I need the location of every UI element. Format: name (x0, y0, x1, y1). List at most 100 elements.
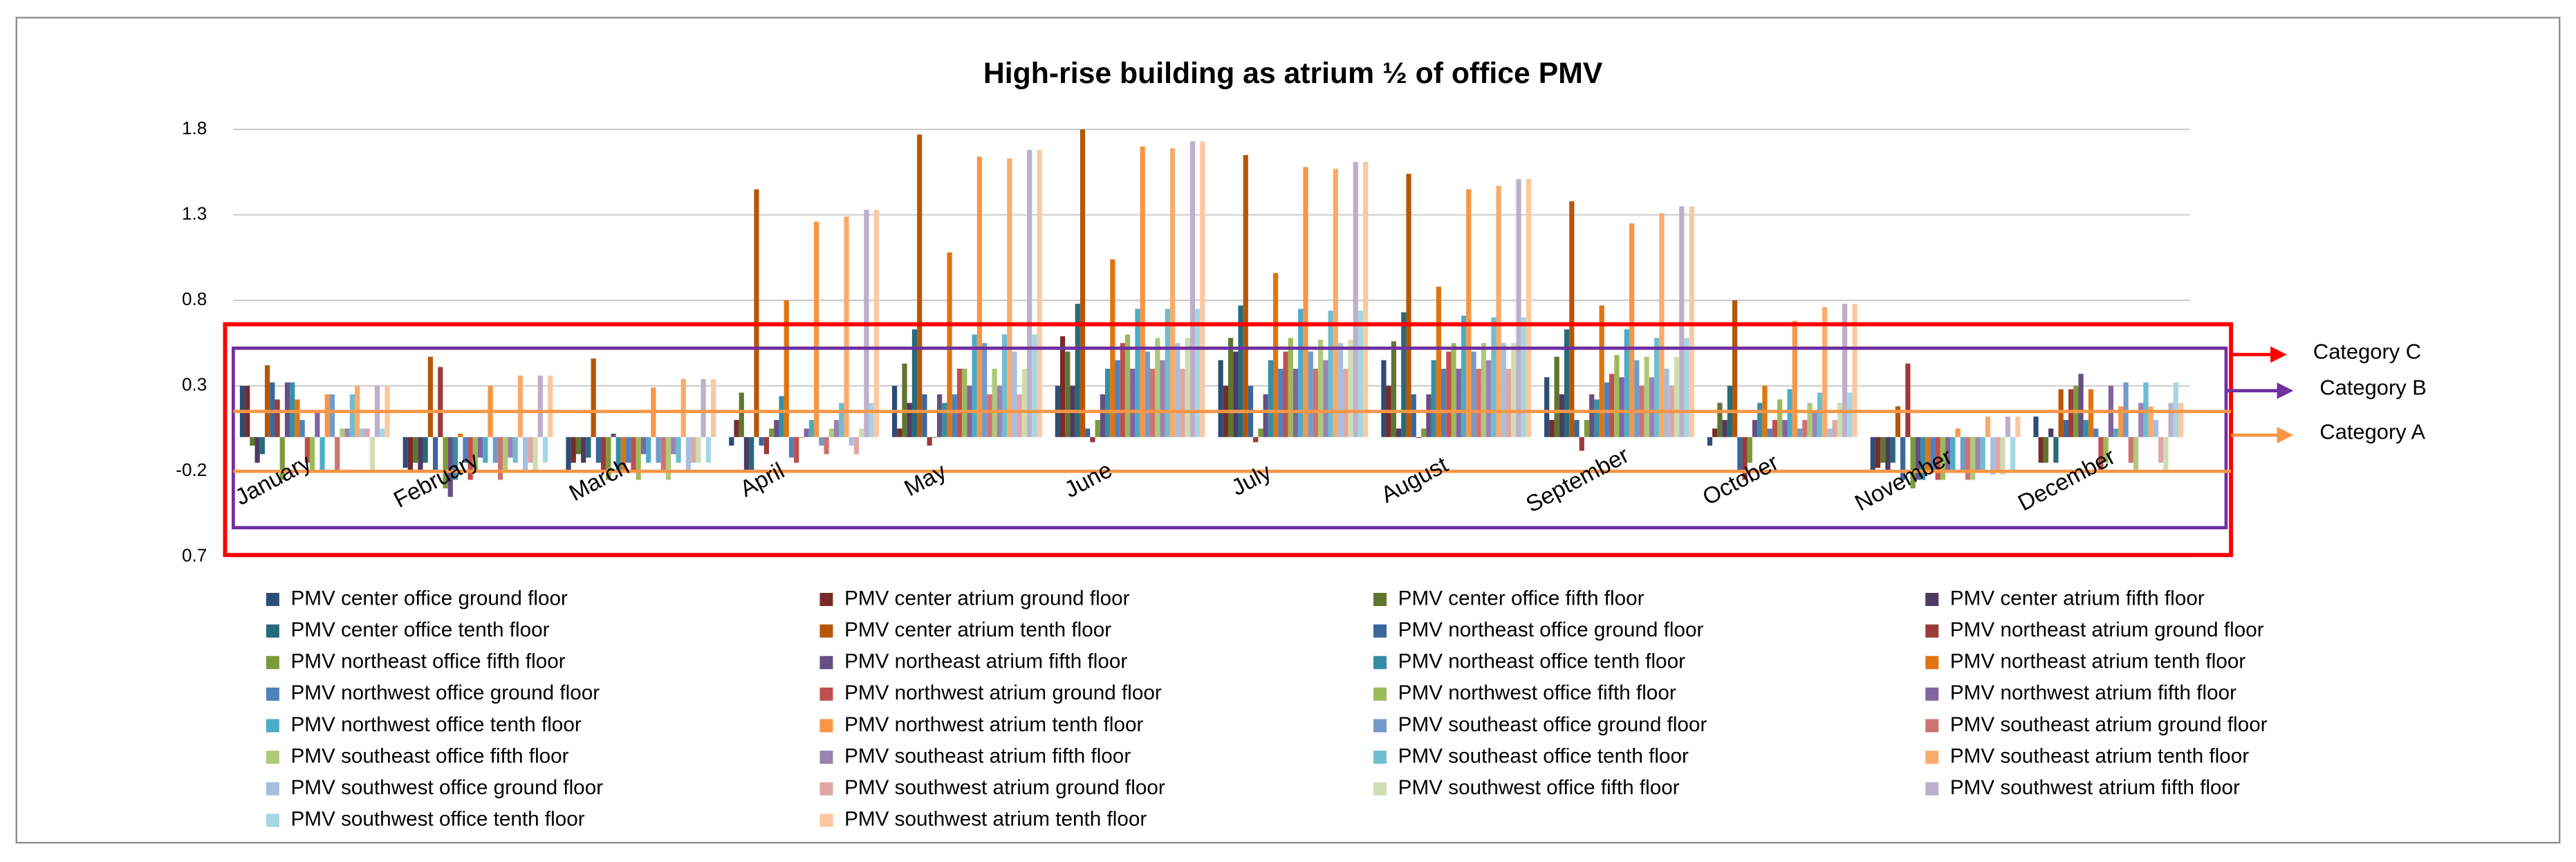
bar (1135, 309, 1140, 437)
legend-swatch (1373, 719, 1387, 733)
bar (512, 437, 518, 463)
bar (1175, 342, 1180, 437)
bar (1337, 342, 1344, 437)
legend-swatch (819, 782, 833, 796)
bar (1559, 394, 1565, 437)
bar (2068, 389, 2074, 437)
bar (1930, 437, 1936, 472)
bar (503, 437, 508, 472)
bar (1017, 394, 1022, 437)
bar (2093, 428, 2099, 437)
legend-swatch (1373, 656, 1387, 670)
bar (1905, 363, 1911, 437)
bar (1970, 437, 1976, 480)
bar (1200, 141, 1205, 437)
bar (734, 420, 739, 437)
bar (2098, 437, 2104, 472)
bar (319, 437, 325, 472)
bar (1065, 351, 1071, 437)
bar (1100, 394, 1106, 437)
legend-label: PMV northwest atrium fifth floor (1950, 681, 2236, 704)
bar (2083, 420, 2088, 437)
bar (754, 189, 759, 437)
bar (1396, 428, 1402, 437)
bar (799, 437, 804, 438)
bar (250, 437, 255, 446)
legend-label: PMV center atrium fifth floor (1950, 587, 2205, 609)
bar (1313, 368, 1319, 437)
bar (808, 420, 815, 437)
bar (315, 411, 320, 437)
band-label: Category C (2313, 339, 2421, 363)
bar (1328, 310, 1333, 437)
bar (1807, 403, 1813, 437)
bar (1381, 360, 1387, 437)
bar (1945, 437, 1951, 472)
bar (1579, 437, 1584, 451)
bar (1965, 437, 1971, 480)
bar (2053, 437, 2059, 463)
bar (1461, 315, 1467, 437)
bar (1481, 342, 1487, 437)
bar (2103, 437, 2109, 463)
legend-label: PMV center office ground floor (290, 587, 568, 609)
bar (691, 437, 696, 463)
bar (1124, 334, 1131, 437)
bar (1095, 420, 1100, 437)
legend-label: PMV southwest atrium fifth floor (1950, 776, 2240, 799)
bar (1752, 420, 1758, 437)
bar (1895, 406, 1901, 437)
bar (1549, 420, 1555, 437)
bar (1772, 420, 1778, 437)
bar (620, 437, 627, 472)
bar (1885, 437, 1891, 472)
bar (1185, 338, 1190, 437)
bar (517, 375, 523, 437)
bar (839, 403, 844, 437)
bar (1308, 351, 1313, 437)
bar (1007, 158, 1012, 437)
bar (685, 437, 692, 472)
bar (1812, 411, 1817, 437)
bar (794, 437, 799, 463)
bar (1554, 356, 1559, 437)
bar (1421, 428, 1427, 437)
bar (819, 437, 824, 446)
bar (423, 437, 428, 463)
y-tick-label: 0.8 (182, 288, 207, 309)
bar (768, 428, 775, 437)
bar (1654, 338, 1660, 437)
bar (1085, 428, 1091, 437)
bar (364, 428, 370, 437)
bar (947, 252, 952, 437)
bar (1218, 360, 1223, 437)
bar (680, 378, 686, 437)
bar (427, 356, 433, 437)
bar (360, 428, 365, 437)
bar (1353, 162, 1358, 437)
legend-label: PMV northeast atrium ground floor (1950, 618, 2264, 641)
bar (844, 217, 849, 437)
bar (542, 437, 548, 463)
legend-swatch (1373, 751, 1387, 764)
band-label: Category B (2319, 376, 2426, 400)
bar (1644, 356, 1649, 437)
bar (1169, 148, 1176, 437)
bar (1416, 437, 1422, 438)
legend-swatch (819, 719, 833, 733)
bar (259, 437, 265, 455)
bar (2010, 437, 2016, 472)
arrow-head (2277, 427, 2294, 443)
legend: PMV center office ground floor PMV center… (266, 587, 2268, 831)
bar (1777, 399, 1783, 437)
bar (492, 437, 498, 463)
bar (1263, 394, 1268, 437)
bar (962, 368, 967, 437)
bar (2043, 437, 2049, 463)
legend-swatch (1925, 782, 1939, 796)
bar (1303, 167, 1308, 437)
bar (859, 428, 864, 437)
bar (784, 300, 789, 437)
bar (1609, 374, 1615, 437)
